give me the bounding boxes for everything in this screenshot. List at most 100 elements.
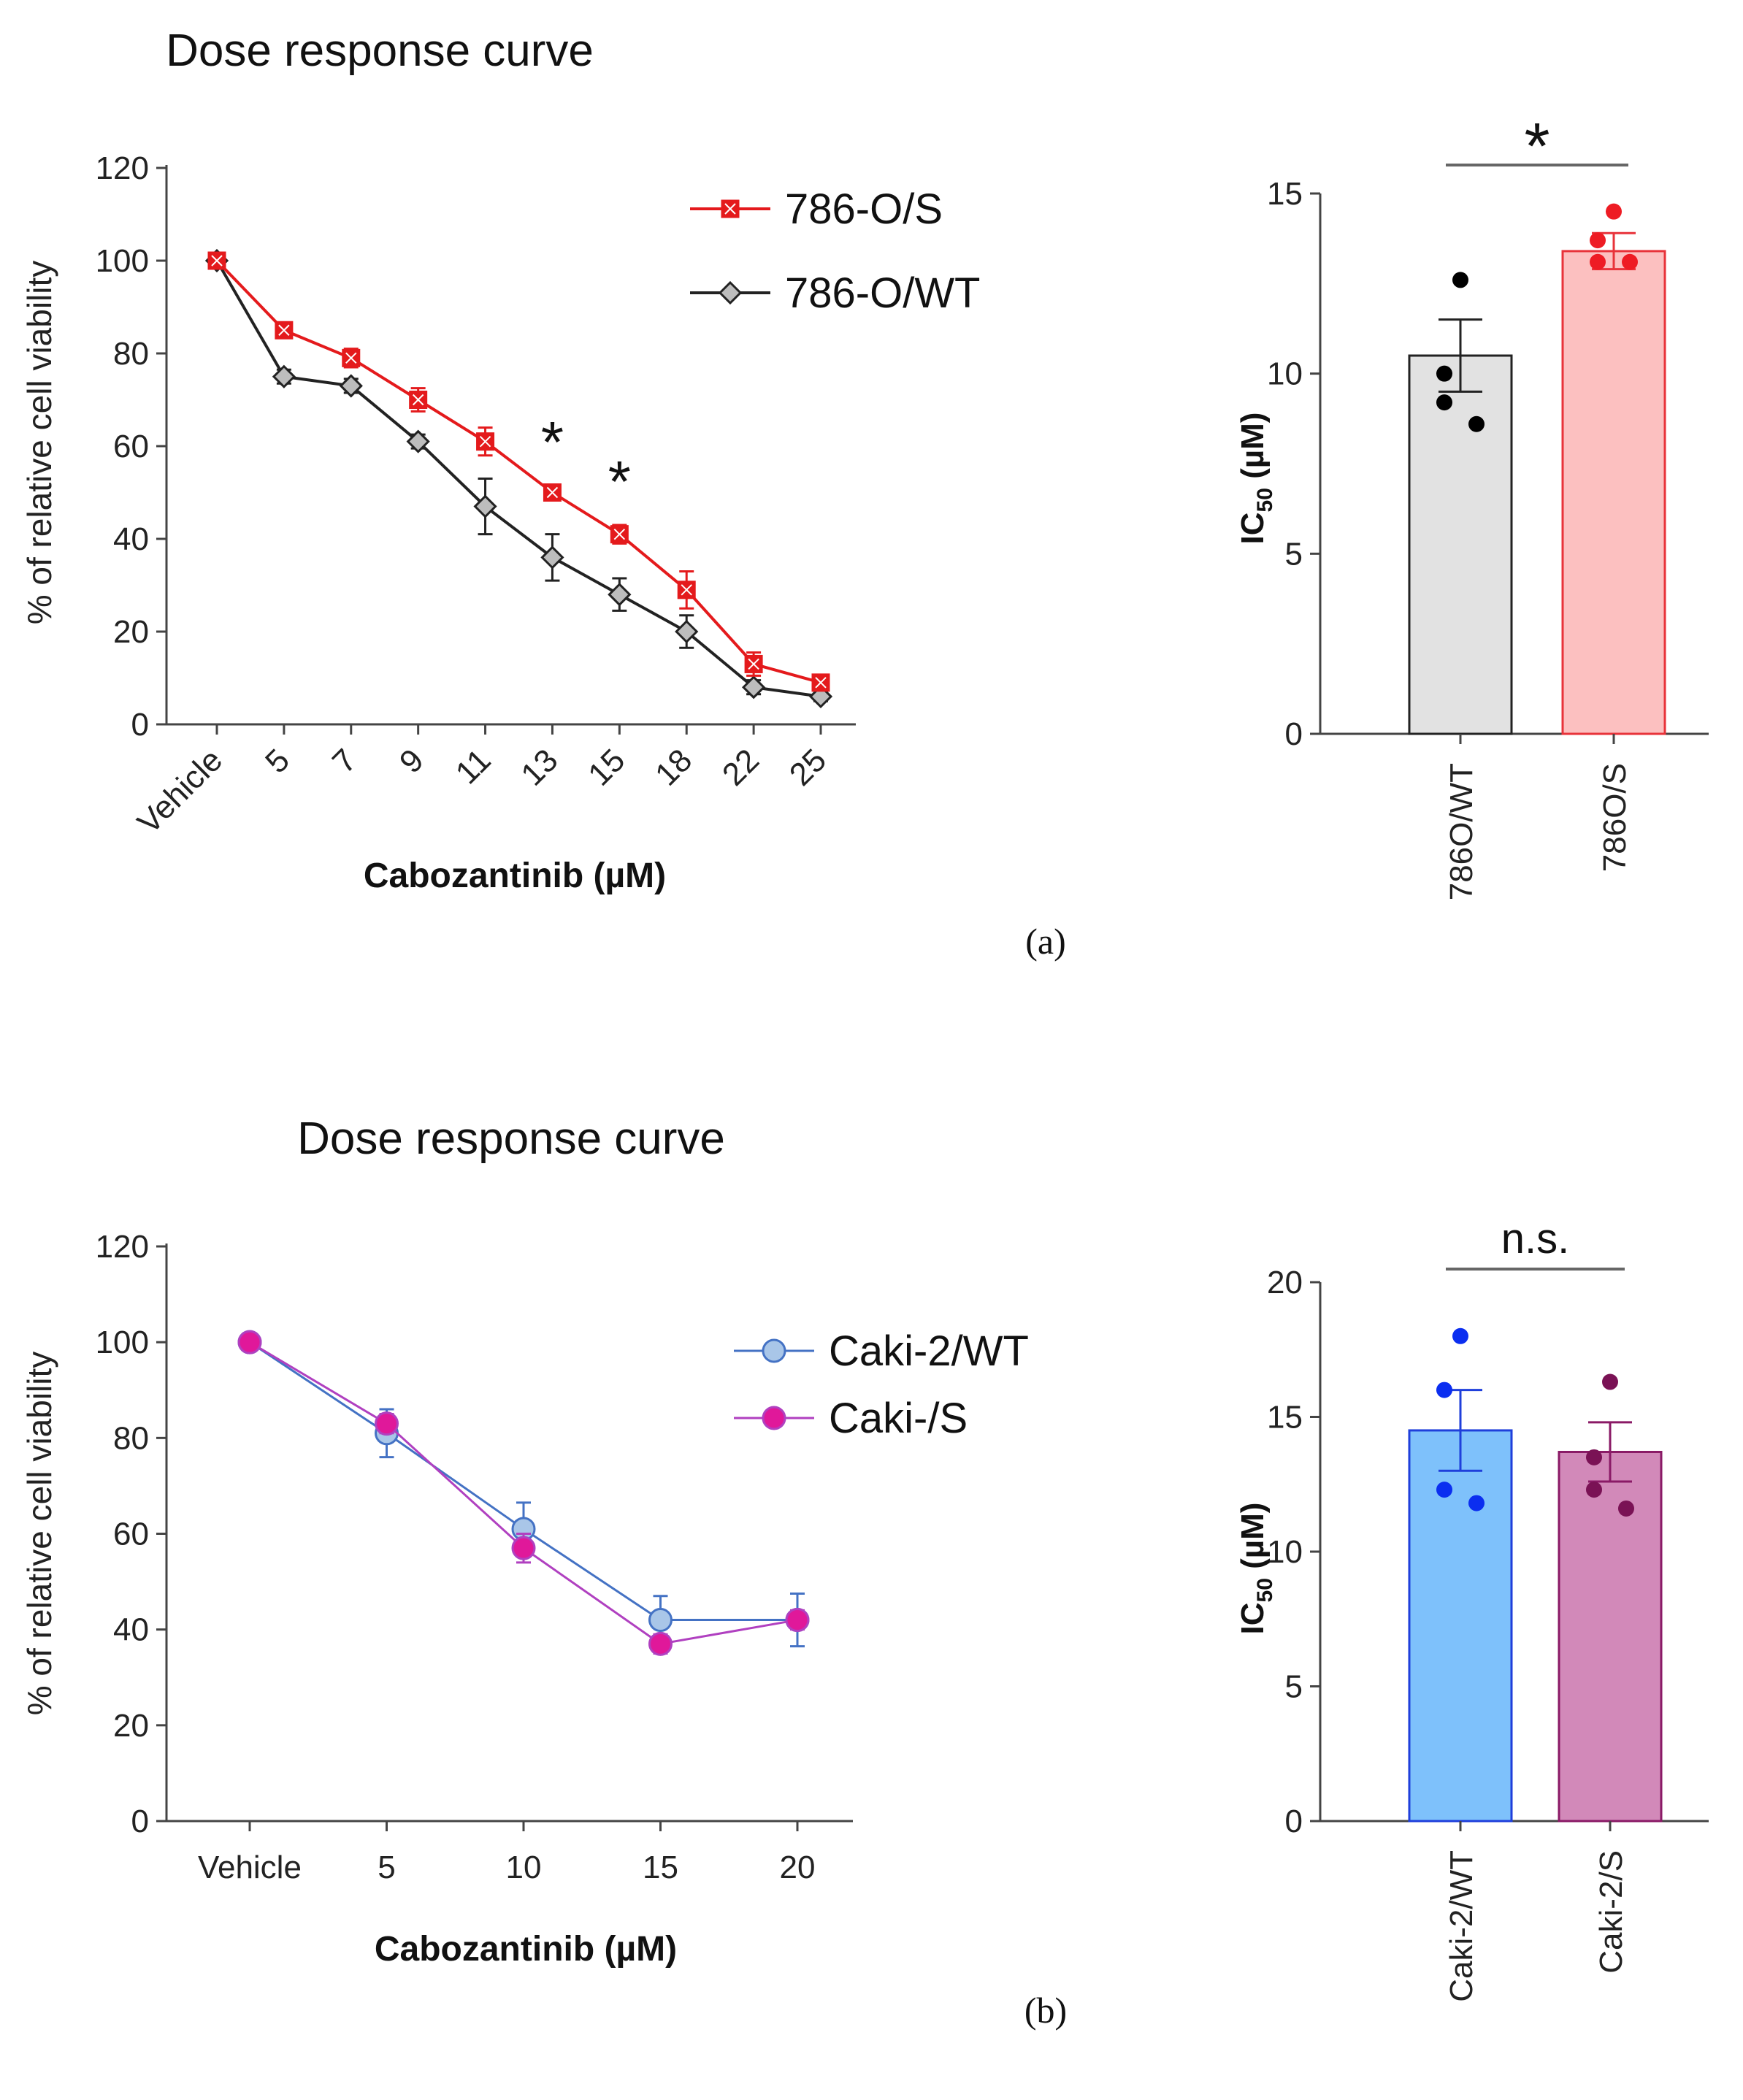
y-tick-label: 20	[1267, 1265, 1303, 1300]
legend-marker-cross	[724, 203, 736, 215]
data-point-cross	[546, 486, 559, 499]
series-Caki-2/WT	[237, 1330, 810, 1648]
data-point	[339, 374, 363, 398]
x-tick-label: 15	[643, 1850, 678, 1885]
chart-a-ic50-axis-title: IC50 (µM)	[1235, 413, 1277, 545]
y-tick-label: 0	[1285, 1804, 1303, 1839]
legend-marker	[718, 280, 743, 305]
x-tick-label: 11	[449, 742, 498, 791]
x-tick-label: 13	[514, 742, 564, 792]
data-point-cross	[211, 255, 223, 267]
y-tick-label: 10	[1267, 1534, 1303, 1570]
data-point	[1622, 253, 1638, 270]
data-point	[648, 1631, 673, 1656]
x-tick-label: Vehicle	[198, 1850, 302, 1885]
x-tick-label: 25	[783, 742, 833, 792]
x-tick-label: Vehicle	[131, 742, 229, 840]
series-line	[215, 259, 821, 698]
data-point	[1436, 1482, 1452, 1498]
data-point	[741, 675, 766, 700]
data-point	[540, 545, 564, 570]
y-tick-label: 0	[1285, 716, 1303, 752]
series-786-O/S	[207, 251, 830, 692]
chart-a-ic50-bar: IC50 (µM) 0 5 10 15 786O/WT 786O/S *	[1235, 110, 1709, 900]
error-bar	[1439, 318, 1482, 393]
data-point	[1436, 365, 1452, 382]
panel-label-b: (b)	[1024, 1990, 1067, 2031]
data-point	[237, 1330, 262, 1354]
significance-star: *	[541, 410, 564, 475]
y-tick-label: 10	[1267, 356, 1303, 392]
y-tick-label: 120	[96, 150, 149, 186]
data-point-cross	[681, 584, 692, 596]
y-tick-label: 40	[113, 1612, 149, 1648]
data-point-cross	[278, 324, 290, 336]
legend-label: 786-O/WT	[785, 269, 981, 317]
chart-b-y-axis-title: % of relative cell viability	[20, 1352, 58, 1716]
chart-a-x-axis-title: Cabozantinib (µM)	[364, 857, 666, 895]
chart-b-dose-response: Dose response curve % of relative cell v…	[20, 1114, 1029, 1969]
y-tick-label: 0	[131, 1804, 149, 1839]
significance-star: *	[608, 449, 631, 514]
bar	[1408, 354, 1513, 735]
y-tick-label: 120	[96, 1229, 149, 1265]
data-point	[648, 1608, 673, 1633]
series-line	[249, 1341, 797, 1622]
data-point-cross	[412, 394, 424, 406]
data-point	[1586, 1482, 1602, 1498]
bar	[1558, 1450, 1663, 1823]
data-point-cross	[613, 528, 626, 540]
y-tick-label: 80	[113, 1420, 149, 1456]
data-point	[1436, 394, 1452, 411]
data-point	[1590, 253, 1606, 270]
data-point	[375, 1411, 399, 1436]
series-786-O/WT	[204, 248, 833, 709]
x-tick-label: Caki-2/WT	[1444, 1850, 1479, 2002]
panel-label-a: (a)	[1025, 921, 1066, 962]
legend-marker	[762, 1338, 786, 1363]
y-tick-label: 5	[1285, 1669, 1303, 1705]
y-tick-label: 0	[131, 707, 149, 743]
x-tick-label: 9	[393, 742, 431, 780]
x-tick-label: 7	[326, 742, 364, 780]
x-tick-label: Caki-2/S	[1593, 1850, 1629, 1974]
legend-label: Caki-2/WT	[829, 1327, 1029, 1375]
y-tick-label: 20	[113, 1708, 149, 1744]
error-bar	[1588, 1421, 1632, 1483]
bar	[1561, 250, 1666, 735]
y-tick-label: 15	[1267, 1400, 1303, 1436]
x-tick-label: 5	[258, 742, 296, 780]
series-line	[249, 1341, 798, 1645]
y-tick-label: 20	[113, 614, 149, 650]
axis-lines	[165, 165, 856, 726]
data-point	[1452, 1327, 1468, 1344]
data-point	[1618, 1500, 1634, 1517]
data-point	[406, 429, 430, 453]
chart-b-ic50-bar: IC50 (µM) 0 5 10 15 20 Caki-2/WT Caki-2/S n.s.	[1235, 1215, 1709, 2002]
data-point	[511, 1536, 536, 1560]
x-tick-label: 22	[716, 742, 766, 792]
y-tick-label: 5	[1285, 536, 1303, 572]
data-point	[1452, 272, 1468, 288]
x-tick-label: 18	[648, 742, 699, 792]
data-point	[1606, 203, 1622, 220]
significance-label: *	[1524, 110, 1549, 183]
legend-marker	[762, 1406, 786, 1430]
data-point-cross	[479, 435, 491, 448]
data-point	[272, 364, 296, 388]
data-point	[1586, 1449, 1602, 1465]
chart-a-dose-response: Dose response curve % of relative cell v…	[20, 26, 981, 895]
y-tick-label: 100	[96, 243, 149, 279]
data-point	[1468, 1495, 1485, 1511]
data-point-cross	[345, 352, 357, 364]
y-tick-label: 80	[113, 336, 149, 372]
legend-label: Caki-/S	[829, 1395, 968, 1442]
chart-a-title: Dose response curve	[166, 26, 594, 76]
data-point	[1590, 232, 1606, 249]
x-tick-label: 5	[378, 1850, 395, 1885]
data-point	[1468, 415, 1485, 432]
x-tick-label: 15	[581, 742, 632, 792]
chart-b-title: Dose response curve	[297, 1114, 725, 1164]
axis-lines	[165, 1243, 853, 1823]
chart-a-y-axis-title: % of relative cell viability	[20, 261, 58, 625]
